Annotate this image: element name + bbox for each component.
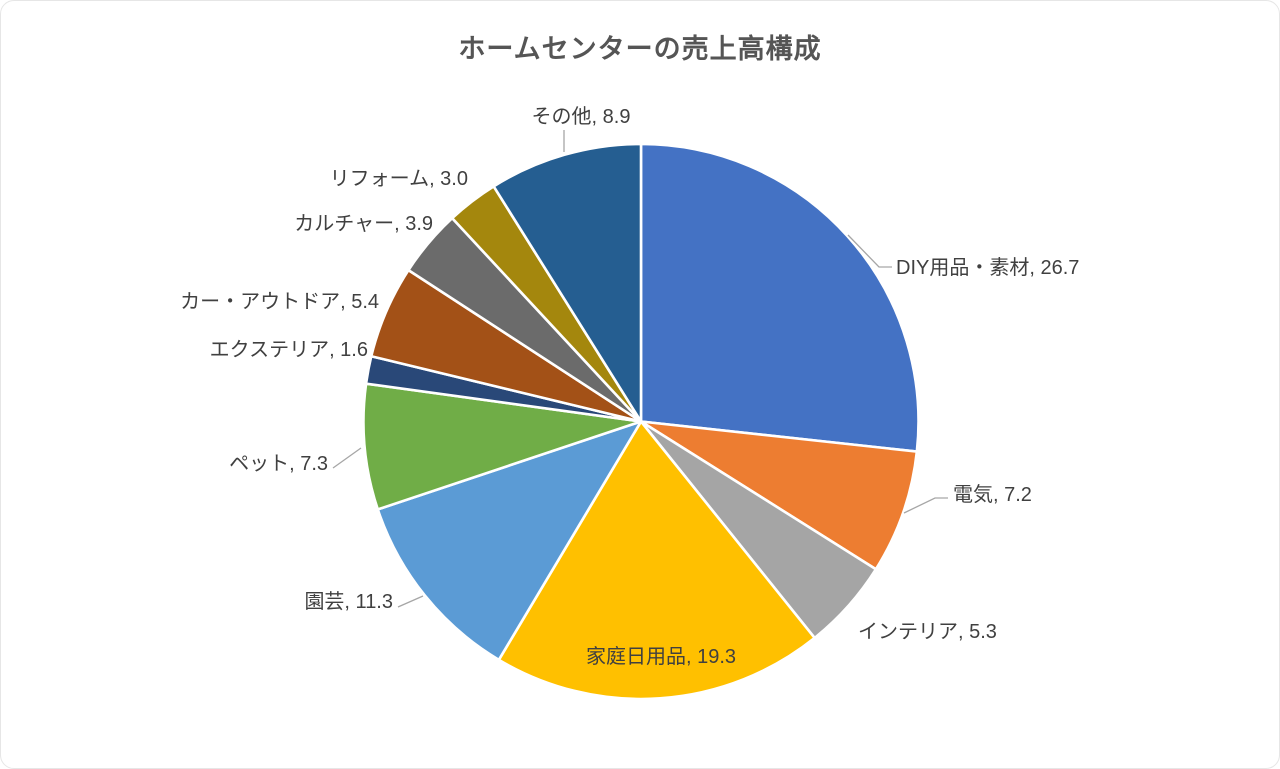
pie-slice-0 — [639, 142, 920, 453]
slice-label-8: カルチャー, 3.9 — [294, 213, 433, 235]
slice-label-6: エクステリア, 1.6 — [210, 338, 368, 361]
slice-label-5: ペット, 7.3 — [229, 453, 328, 475]
pie-slice-5 — [362, 382, 643, 511]
leader-line-5 — [332, 447, 362, 469]
leader-line-2 — [832, 601, 850, 618]
slice-label-10: その他, 8.9 — [532, 105, 631, 128]
slice-label-0: DIY用品・素材, 26.7 — [896, 256, 1079, 279]
pie-slice-4 — [376, 420, 643, 662]
slice-label-1: 電気, 7.2 — [953, 483, 1032, 506]
pie-slice-1 — [639, 420, 919, 571]
leader-line-1 — [903, 497, 948, 514]
slice-label-9: リフォーム, 3.0 — [330, 168, 468, 190]
slice-label-3: 家庭日用品, 19.3 — [586, 645, 736, 668]
slice-label-2: インテリア, 5.3 — [858, 621, 997, 643]
slice-label-7: カー・アウトドア, 5.4 — [180, 291, 379, 313]
pie-slice-3 — [497, 420, 816, 701]
leader-line-4 — [397, 595, 424, 608]
slice-label-4: 園芸, 11.3 — [304, 590, 393, 613]
pie-slice-10 — [492, 142, 643, 423]
leader-line-0 — [847, 234, 892, 268]
